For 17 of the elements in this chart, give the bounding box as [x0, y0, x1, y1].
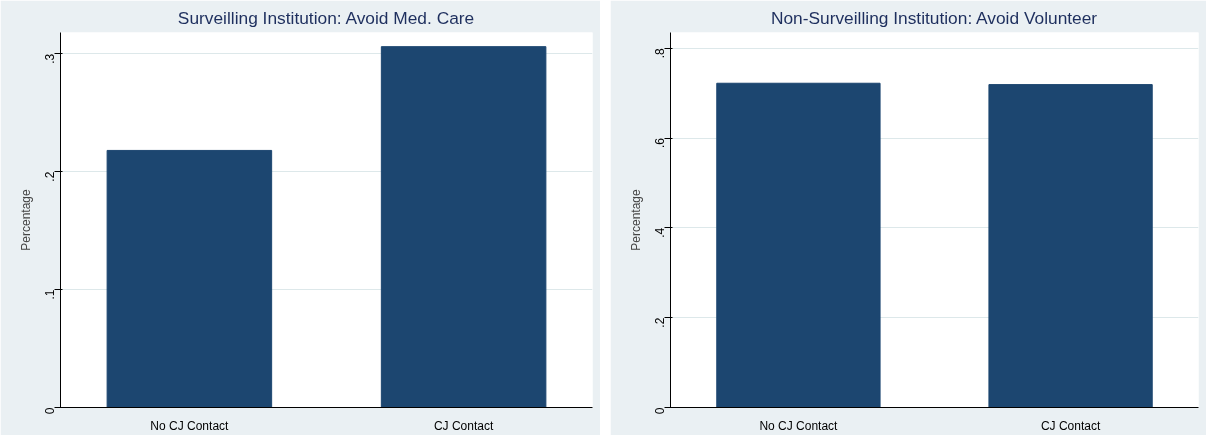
y-axis-title: Percentage [18, 188, 33, 251]
y-tick-label: .6 [653, 137, 667, 149]
y-tick-label: .2 [43, 171, 57, 182]
y-tick-label: 0 [43, 407, 57, 415]
y-tick-label: .1 [43, 289, 57, 300]
y-tick-label: .3 [43, 53, 57, 64]
chart-title: Surveilling Institution: Avoid Med. Care [177, 7, 475, 28]
chart-title: Non-Surveilling Institution: Avoid Volunteer [770, 7, 1098, 28]
x-tick-label: CJ Contact [433, 418, 494, 433]
x-tick-label: No CJ Contact [150, 418, 230, 433]
y-tick-label: 0 [653, 407, 667, 415]
x-tick-label: CJ Contact [1040, 418, 1101, 433]
x-tick-label: No CJ Contact [759, 418, 839, 433]
y-tick-label: .4 [653, 227, 667, 238]
y-tick-label: .2 [653, 317, 667, 328]
y-tick-label: .8 [653, 47, 667, 59]
y-axis-title: Percentage [628, 188, 643, 251]
